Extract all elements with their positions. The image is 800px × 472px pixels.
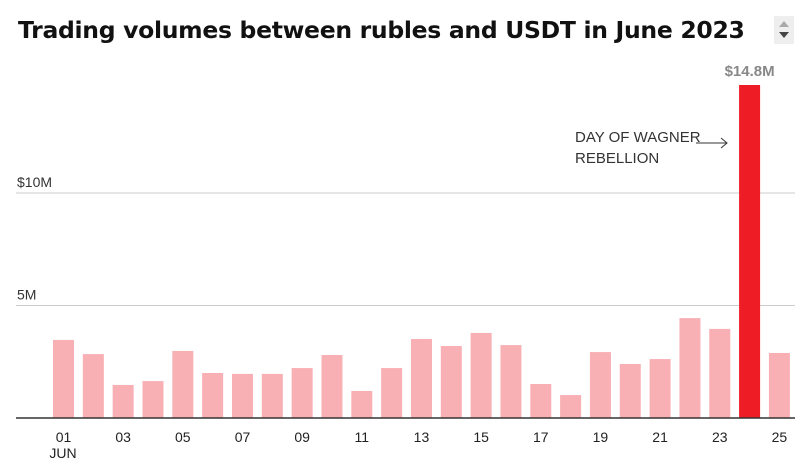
bar xyxy=(530,384,552,418)
annotation-line-1: DAY OF WAGNER xyxy=(575,129,701,146)
bar xyxy=(709,328,731,418)
chevron-up-icon[interactable] xyxy=(779,21,789,27)
bar xyxy=(53,339,74,418)
x-tick-label: 03 xyxy=(115,429,131,445)
bar xyxy=(261,373,283,418)
annotation-line-2: REBELLION xyxy=(575,150,659,167)
bar xyxy=(142,381,164,418)
x-tick-label: 01 xyxy=(56,429,72,445)
annotation-arrow-icon xyxy=(696,137,728,149)
bar xyxy=(470,332,492,418)
bar xyxy=(112,384,134,418)
bar xyxy=(679,318,701,418)
x-sublabel: JUN xyxy=(49,445,76,461)
bar xyxy=(649,359,671,418)
x-tick-label: 13 xyxy=(414,429,430,445)
bar xyxy=(291,368,313,418)
bar xyxy=(500,345,522,418)
bar xyxy=(768,352,790,418)
y-tick-label: 5M xyxy=(17,287,36,303)
x-tick-label: 19 xyxy=(593,429,609,445)
bar xyxy=(381,368,403,418)
bar xyxy=(82,354,104,418)
bar xyxy=(410,339,432,418)
bar xyxy=(560,395,582,418)
bar xyxy=(321,355,343,418)
x-tick-label: 21 xyxy=(652,429,668,445)
bar xyxy=(202,373,224,418)
scroll-stepper[interactable] xyxy=(774,16,794,44)
x-tick-label: 15 xyxy=(473,429,489,445)
bar xyxy=(172,350,194,418)
bar xyxy=(589,352,611,418)
x-tick-label: 05 xyxy=(175,429,191,445)
chart-title: Trading volumes between rubles and USDT … xyxy=(18,16,745,44)
x-tick-label: 11 xyxy=(355,429,370,445)
x-tick-label: 09 xyxy=(294,429,310,445)
bar xyxy=(619,364,641,418)
bar xyxy=(351,391,373,418)
x-tick-label: 25 xyxy=(772,429,788,445)
chevron-down-icon[interactable] xyxy=(779,32,789,38)
x-tick-label: 17 xyxy=(533,429,549,445)
x-tick-label: 07 xyxy=(235,429,251,445)
highlight-value-label: $14.8M xyxy=(725,63,775,80)
x-tick-label: 23 xyxy=(712,429,728,445)
bar-highlight xyxy=(739,85,761,418)
bar xyxy=(231,373,253,418)
bar xyxy=(440,346,462,418)
y-tick-label: $10M xyxy=(17,174,52,190)
